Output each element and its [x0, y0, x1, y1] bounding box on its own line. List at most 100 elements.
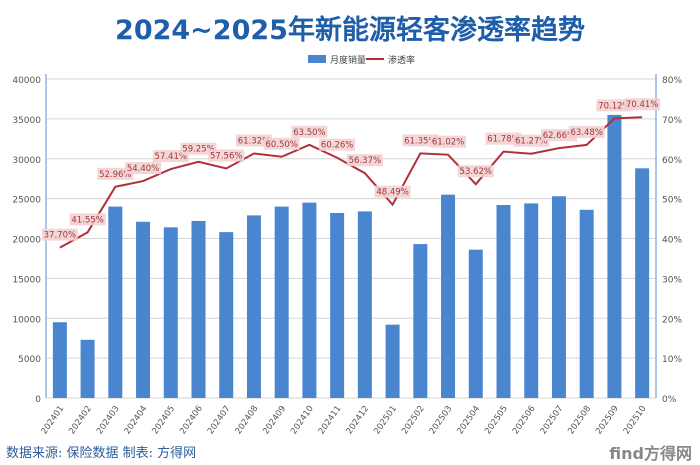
y-right-tick-label: 30%	[662, 275, 682, 285]
data-label-bg	[624, 98, 661, 111]
data-label-202503: 61.02%	[432, 138, 464, 148]
x-tick-label: 202412	[345, 404, 372, 436]
x-tick-label: 202501	[372, 404, 399, 436]
data-label-bg	[568, 125, 605, 138]
data-label-bg	[97, 167, 134, 180]
y-right-tick-label: 50%	[662, 196, 682, 206]
bar-202501	[385, 324, 400, 398]
logo: find方得网	[609, 444, 692, 463]
y-right-tick-label: 10%	[662, 355, 682, 365]
data-label-202405: 57.41%	[155, 152, 187, 162]
data-label-bg	[457, 165, 494, 178]
x-tick-label: 202411	[317, 404, 344, 436]
x-tick-label: 202504	[455, 404, 482, 436]
bar-202505	[496, 205, 511, 398]
y-left-tick-label: 30000	[12, 156, 41, 166]
y-left-tick-label: 0	[35, 395, 41, 405]
x-tick-label: 202407	[206, 404, 233, 436]
y-left-tick-label: 35000	[12, 116, 41, 126]
x-tick-label: 202405	[150, 404, 177, 436]
x-tick-label: 202507	[539, 404, 566, 436]
data-label-bg	[152, 150, 189, 163]
data-label-202508: 63.48%	[570, 128, 602, 138]
data-label-202403: 52.96%	[99, 170, 131, 180]
chart-title: 2024~2025年新能源轻客渗透率趋势	[115, 15, 585, 46]
bar-202408	[246, 215, 261, 398]
data-label-bg	[402, 134, 439, 147]
data-label-bg	[485, 132, 522, 145]
bar-202411	[330, 212, 345, 398]
data-label-bg	[346, 154, 383, 167]
data-label-bg	[41, 228, 78, 241]
data-label-bg	[319, 138, 356, 151]
bar-202508	[579, 209, 594, 398]
data-label-202401: 37.70%	[44, 231, 76, 241]
data-label-bg	[125, 162, 162, 175]
bar-202402	[80, 339, 95, 398]
data-label-202411: 60.26%	[321, 141, 353, 151]
bar-202407	[219, 232, 234, 398]
bar-202504	[468, 249, 483, 398]
y-right-tick-label: 0%	[662, 395, 677, 405]
x-tick-label: 202401	[40, 404, 67, 436]
data-label-202505: 61.78%	[487, 135, 519, 145]
y-right-tick-label: 40%	[662, 236, 682, 246]
legend-line-label: 渗透率	[388, 54, 415, 66]
x-tick-label: 202408	[234, 404, 261, 436]
bar-202509	[607, 114, 622, 398]
data-label-bg	[540, 129, 577, 142]
y-right-tick-label: 60%	[662, 156, 682, 166]
bar-202401	[52, 322, 67, 398]
x-tick-label: 202406	[178, 404, 205, 436]
y-left-tick-label: 20000	[12, 236, 41, 246]
data-label-bg	[69, 213, 106, 226]
y-left-tick-label: 10000	[12, 315, 41, 325]
x-tick-label: 202404	[123, 404, 150, 436]
data-label-bg	[430, 135, 467, 148]
data-label-202510: 70.41%	[626, 100, 658, 110]
bar-202405	[163, 227, 178, 398]
x-tick-label: 202403	[95, 404, 122, 436]
bar-202409	[274, 206, 289, 398]
data-label-202507: 62.66%	[543, 131, 575, 141]
data-label-202501: 48.49%	[376, 188, 408, 198]
bar-202410	[302, 202, 317, 398]
data-label-202402: 41.55%	[71, 215, 103, 225]
x-tick-label: 202409	[261, 404, 288, 436]
bar-202403	[108, 206, 123, 398]
y-right-tick-label: 80%	[662, 76, 682, 86]
data-label-202409: 60.50%	[265, 140, 297, 150]
y-left-tick-label: 25000	[12, 196, 41, 206]
data-label-bg	[374, 185, 411, 198]
bar-202506	[524, 203, 539, 398]
data-label-bg	[263, 137, 300, 150]
data-label-202504: 53.62%	[460, 167, 492, 177]
data-label-202412: 56.37%	[349, 156, 381, 166]
data-label-bg	[208, 149, 245, 162]
data-label-202506: 61.27%	[515, 137, 547, 147]
bar-202507	[551, 196, 566, 398]
data-label-bg	[180, 142, 217, 155]
data-label-bg	[513, 134, 550, 147]
bar-202412	[357, 211, 372, 398]
data-label-202407: 57.56%	[210, 151, 242, 161]
x-tick-label: 202402	[67, 404, 94, 436]
y-right-tick-label: 70%	[662, 116, 682, 126]
data-label-202502: 61.35%	[404, 136, 436, 146]
x-tick-label: 202506	[511, 404, 538, 436]
data-source-note: 数据来源: 保险数据 制表: 方得网	[6, 446, 197, 461]
data-label-bg	[596, 99, 633, 112]
bar-202503	[441, 194, 456, 398]
bar-202406	[191, 220, 206, 398]
data-label-202404: 54.40%	[127, 164, 159, 174]
y-left-tick-label: 40000	[12, 76, 41, 86]
y-right-tick-label: 20%	[662, 315, 682, 325]
legend-bar-swatch	[308, 55, 326, 63]
data-label-202408: 61.32%	[238, 136, 270, 146]
data-label-bg	[291, 125, 328, 138]
x-tick-label: 202502	[400, 404, 427, 436]
x-tick-label: 202508	[566, 404, 593, 436]
y-left-tick-label: 5000	[18, 355, 41, 365]
bar-202502	[413, 244, 428, 398]
